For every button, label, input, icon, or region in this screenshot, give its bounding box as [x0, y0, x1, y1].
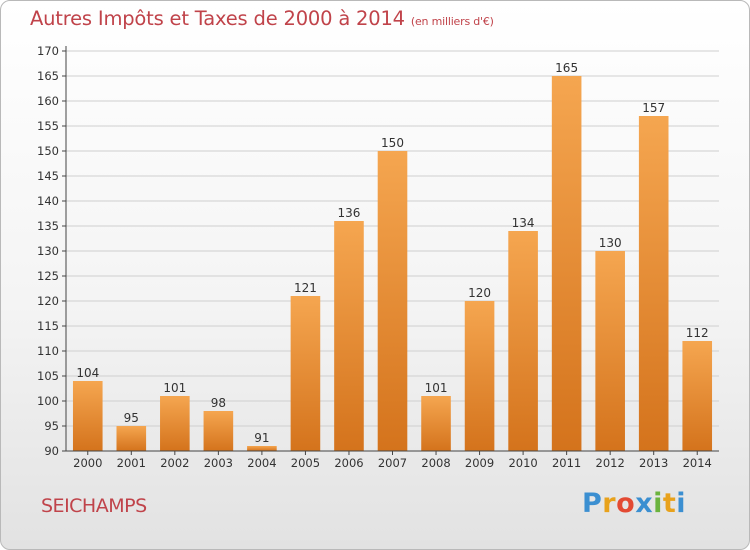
- y-tick-label: 150: [37, 144, 59, 158]
- y-tick-label: 130: [37, 244, 59, 258]
- bar-2010: [508, 231, 538, 451]
- x-tick-label-2003: 2003: [204, 456, 233, 470]
- x-tick-label-2013: 2013: [639, 456, 668, 470]
- bar-2005: [290, 296, 321, 451]
- x-tick-label-2010: 2010: [508, 456, 537, 470]
- logo-letter: o: [616, 488, 636, 519]
- chart-title-text: Autres Impôts et Taxes de 2000 à 2014: [30, 7, 405, 30]
- logo-letter: r: [602, 488, 617, 519]
- x-tick-label-2001: 2001: [117, 456, 146, 470]
- data-label-2007: 150: [381, 136, 404, 150]
- data-label-2004: 91: [254, 431, 269, 445]
- bar-2006: [334, 221, 364, 451]
- x-tick-label-2007: 2007: [378, 456, 407, 470]
- y-tick-label: 165: [37, 69, 59, 83]
- logo-letter: i: [653, 488, 663, 519]
- data-label-2014: 112: [686, 326, 709, 340]
- data-label-2009: 120: [468, 286, 491, 300]
- x-tick-label-2006: 2006: [334, 456, 363, 470]
- y-tick-label: 105: [37, 369, 59, 383]
- bars: [72, 76, 713, 451]
- data-label-2008: 101: [425, 381, 448, 395]
- proxiti-logo: Proxiti: [582, 488, 686, 519]
- data-label-2012: 130: [599, 236, 622, 250]
- data-label-2006: 136: [338, 206, 361, 220]
- logo-letter: x: [635, 488, 654, 519]
- bar-2001: [116, 426, 147, 451]
- y-tick-label: 125: [37, 269, 59, 283]
- x-tick-label-2014: 2014: [683, 456, 712, 470]
- logo-letter: t: [662, 488, 677, 519]
- x-tick-label-2008: 2008: [421, 456, 450, 470]
- bar-2014: [682, 341, 713, 451]
- data-label-2003: 98: [211, 396, 226, 410]
- bar-2004: [247, 446, 277, 451]
- bar-2003: [203, 411, 234, 451]
- y-tick-label: 155: [37, 119, 59, 133]
- data-labels: 104 95 101 98 91 121 136 150 101 120 134 165 130 157 1…: [76, 61, 708, 445]
- y-tick-label: 135: [37, 219, 59, 233]
- data-label-2002: 101: [163, 381, 186, 395]
- y-tick-label: 95: [44, 419, 59, 433]
- bar-2007: [377, 151, 408, 451]
- axes: 90 95 100 105 110 115 120 125 130 135 140 145 150 155…: [37, 44, 719, 470]
- bar-2009: [464, 301, 495, 451]
- logo-letter: P: [582, 488, 603, 519]
- data-label-2013: 157: [642, 101, 665, 115]
- y-tick-label: 120: [37, 294, 59, 308]
- data-label-2001: 95: [124, 411, 139, 425]
- y-tick-label: 115: [37, 319, 59, 333]
- bar-2008: [421, 396, 451, 451]
- bar-2012: [595, 251, 625, 451]
- x-tick-label-2011: 2011: [552, 456, 581, 470]
- data-label-2010: 134: [512, 216, 535, 230]
- y-tick-label: 90: [44, 444, 59, 458]
- data-label-2000: 104: [76, 366, 99, 380]
- x-tick-label-2004: 2004: [247, 456, 276, 470]
- x-tick-label-2002: 2002: [160, 456, 189, 470]
- y-tick-label: 100: [37, 394, 59, 408]
- data-label-2011: 165: [555, 61, 578, 75]
- y-tick-label: 145: [37, 169, 59, 183]
- y-tick-label: 160: [37, 94, 59, 108]
- bar-2000: [72, 381, 103, 451]
- x-tick-label-2005: 2005: [291, 456, 320, 470]
- bar-2011: [551, 76, 582, 451]
- logo-letter: i: [676, 488, 687, 519]
- bar-2002: [160, 396, 190, 451]
- y-tick-label: 140: [37, 194, 59, 208]
- x-tick-label-2000: 2000: [73, 456, 102, 470]
- place-name: SEICHAMPS: [41, 495, 147, 517]
- data-label-2005: 121: [294, 281, 317, 295]
- chart-subtitle: (en milliers d'€): [410, 15, 494, 28]
- bar-2013: [638, 116, 669, 451]
- y-tick-label: 110: [37, 344, 59, 358]
- chart-title: Autres Impôts et Taxes de 2000 à 2014 (en…: [30, 7, 494, 30]
- y-tick-label: 170: [37, 44, 59, 58]
- x-tick-label-2009: 2009: [465, 456, 494, 470]
- x-tick-label-2012: 2012: [596, 456, 625, 470]
